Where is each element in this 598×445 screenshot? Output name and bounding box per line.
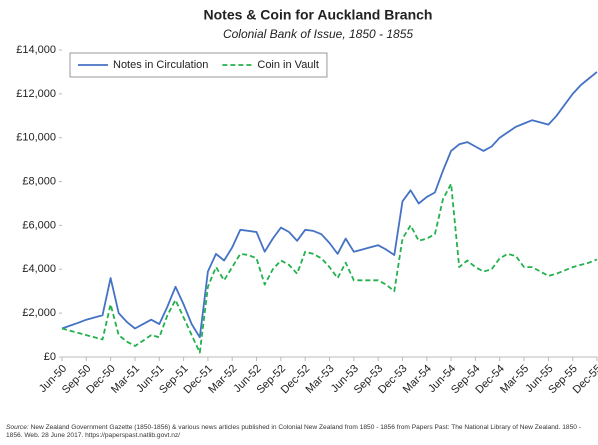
y-tick-label: £2,000: [22, 307, 56, 319]
y-tick-label: £12,000: [16, 88, 56, 100]
y-tick-label: £8,000: [22, 175, 56, 187]
data-line: [61, 182, 598, 354]
chart: Notes & Coin for Auckland Branch Colonia…: [16, 7, 598, 397]
y-tick-label: £10,000: [16, 132, 56, 144]
legend-label: Coin in Vault: [257, 59, 319, 71]
legend-label: Notes in Circulation: [113, 59, 208, 71]
data-line: [61, 71, 598, 339]
chart-title: Notes & Coin for Auckland Branch: [204, 7, 433, 23]
source-note: Source: New Zealand Government Gazette (…: [6, 424, 592, 440]
source-label: Source:: [6, 424, 29, 431]
source-text: New Zealand Government Gazette (1850-185…: [6, 424, 581, 439]
legend: Notes in Circulation Coin in Vault: [69, 52, 328, 78]
y-tick-label: £4,000: [22, 263, 56, 275]
y-tick-label: £0: [44, 351, 56, 363]
legend-box: [69, 52, 328, 78]
y-tick-label: £6,000: [22, 219, 56, 231]
chart-subtitle: Colonial Bank of Issue, 1850 - 1855: [223, 27, 413, 41]
y-tick-label: £14,000: [16, 44, 56, 56]
